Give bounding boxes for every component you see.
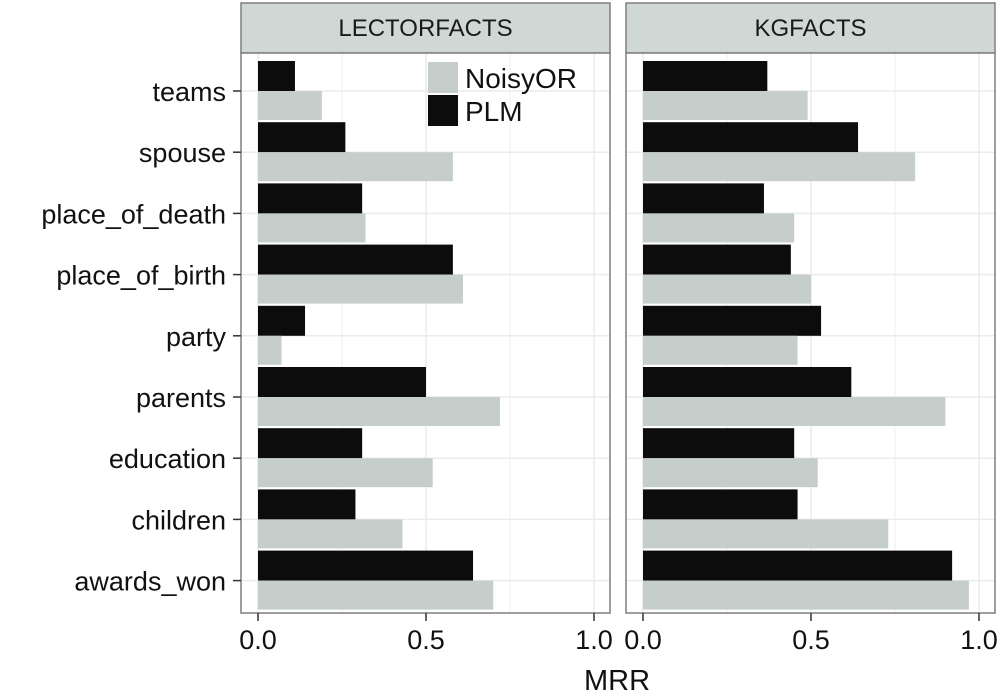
bar-noisyor-party xyxy=(258,335,282,365)
category-label-children: children xyxy=(131,505,226,535)
bar-noisyor-place_of_death xyxy=(643,213,795,243)
category-label-spouse: spouse xyxy=(139,138,226,168)
bar-noisyor-awards_won xyxy=(258,580,494,610)
x-axis-title: MRR xyxy=(584,665,650,694)
bar-noisyor-teams xyxy=(643,91,808,120)
bar-plm-spouse xyxy=(258,122,346,153)
bar-plm-place_of_death xyxy=(258,183,363,214)
bar-plm-parents xyxy=(258,367,426,397)
panel-kgfacts: KGFACTS xyxy=(625,2,996,614)
category-labels: teams spouse place_of_death place_of_birthp… xyxy=(41,77,241,597)
category-label-teams: teams xyxy=(152,77,226,107)
panel-title: KGFACTS xyxy=(754,15,866,42)
bar-noisyor-education xyxy=(643,458,818,488)
bar-noisyor-party xyxy=(643,335,798,365)
legend-label-plm: PLM xyxy=(465,96,523,127)
bar-noisyor-place_of_death xyxy=(258,213,366,243)
bar-plm-party xyxy=(643,305,822,336)
legend-key-plm xyxy=(428,95,458,126)
bar-noisyor-parents xyxy=(258,397,500,426)
x-tick-label: 0.0 xyxy=(624,625,662,655)
bar-noisyor-spouse xyxy=(258,152,453,182)
x-tick-label: 0.5 xyxy=(792,625,830,655)
x-axis-ticks: 0.0 0.5 1.0 0.0 0.5 1.0 xyxy=(239,613,998,655)
legend-label-noisyor: NoisyOR xyxy=(465,63,577,94)
bar-noisyor-place_of_birth xyxy=(643,274,811,304)
bar-noisyor-education xyxy=(258,458,433,488)
bar-plm-spouse xyxy=(643,122,859,153)
bar-plm-party xyxy=(258,305,306,336)
chart-panels: LECTORFACTS KGFACTS xyxy=(240,2,996,614)
bar-noisyor-spouse xyxy=(643,152,916,182)
panel-title: LECTORFACTS xyxy=(338,15,512,42)
bar-plm-parents xyxy=(643,367,852,397)
panel-strip xyxy=(625,2,996,54)
bar-plm-awards_won xyxy=(258,550,474,581)
x-tick-label: 0.5 xyxy=(407,625,445,655)
bar-plm-place_of_birth xyxy=(643,244,791,275)
category-label-parents: parents xyxy=(136,383,226,413)
panel-strip xyxy=(240,2,611,54)
legend-key-noisyor xyxy=(428,62,458,93)
x-tick-label: 0.0 xyxy=(239,625,277,655)
category-label-place_of_death: place_of_death xyxy=(41,199,226,229)
bar-plm-children xyxy=(258,489,356,520)
bar-plm-place_of_death xyxy=(643,183,764,214)
bar-noisyor-awards_won xyxy=(643,580,969,610)
x-tick-label: 1.0 xyxy=(960,625,998,655)
category-label-party: party xyxy=(166,322,227,352)
bar-noisyor-parents xyxy=(643,397,946,426)
bar-plm-teams xyxy=(258,61,295,91)
panel-lectorfacts: LECTORFACTS xyxy=(240,2,611,614)
bar-noisyor-children xyxy=(258,519,403,549)
x-tick-label: 1.0 xyxy=(575,625,613,655)
bar-noisyor-teams xyxy=(258,91,322,120)
bar-plm-education xyxy=(643,428,795,459)
bar-plm-teams xyxy=(643,61,768,91)
category-label-education: education xyxy=(109,444,226,474)
bar-plm-place_of_birth xyxy=(258,244,453,275)
category-label-awards_won: awards_won xyxy=(74,567,226,597)
bar-noisyor-place_of_birth xyxy=(258,274,463,304)
bar-plm-awards_won xyxy=(643,550,953,581)
bar-noisyor-children xyxy=(643,519,889,549)
bar-plm-education xyxy=(258,428,363,459)
bar-plm-children xyxy=(643,489,798,520)
category-label-place_of_birth: place_of_birth xyxy=(56,261,226,291)
